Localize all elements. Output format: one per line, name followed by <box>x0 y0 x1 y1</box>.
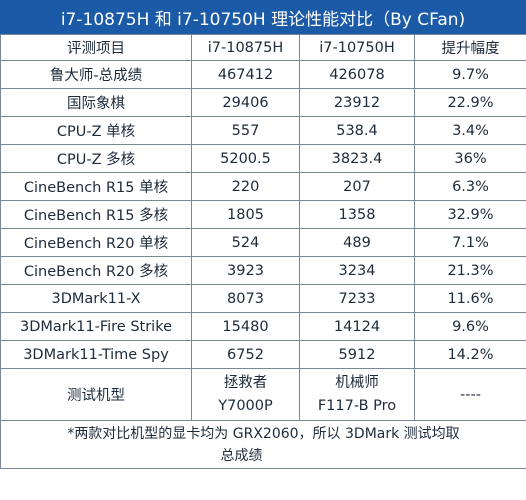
value-cell: 467412 <box>191 60 300 89</box>
value-cell: 207 <box>299 172 415 201</box>
value-cell: 29406 <box>191 88 300 117</box>
value-cell: 5912 <box>299 340 415 369</box>
column-header: i7-10750H <box>299 34 415 61</box>
gain-cell: 21.3% <box>414 256 526 285</box>
item-cell: CineBench R20 单核 <box>0 228 192 257</box>
footnote-line1: *两款对比机型的显卡均为 GRX2060，所以 3DMark 测试均取 <box>67 425 460 442</box>
header-row: 评测项目 i7-10875H i7-10750H 提升幅度 <box>0 34 526 61</box>
value-cell: 1805 <box>191 200 300 229</box>
model-cell-b: 机械师 F117-B Pro <box>299 368 415 421</box>
value-cell: 15480 <box>191 312 300 341</box>
item-cell: CineBench R15 单核 <box>0 172 192 201</box>
value-cell: 6752 <box>191 340 300 369</box>
footnote-row: *两款对比机型的显卡均为 GRX2060，所以 3DMark 测试均取总成绩 <box>0 420 526 469</box>
gain-cell: 6.3% <box>414 172 526 201</box>
table-row: CPU-Z 多核 5200.5 3823.4 36% <box>0 144 526 173</box>
table-row: CineBench R20 单核 524 489 7.1% <box>0 228 526 257</box>
item-cell: 国际象棋 <box>0 88 192 117</box>
value-cell: 23912 <box>299 88 415 117</box>
value-cell: 220 <box>191 172 300 201</box>
value-cell: 538.4 <box>299 116 415 145</box>
gain-cell: 7.1% <box>414 228 526 257</box>
value-cell: 3234 <box>299 256 415 285</box>
column-header: 提升幅度 <box>414 34 526 61</box>
table-row: CineBench R20 多核 3923 3234 21.3% <box>0 256 526 285</box>
value-cell: 5200.5 <box>191 144 300 173</box>
gain-cell: 32.9% <box>414 200 526 229</box>
footnote-line2: 总成绩 <box>220 447 263 464</box>
table-row: 国际象棋 29406 23912 22.9% <box>0 88 526 117</box>
item-cell: CPU-Z 单核 <box>0 116 192 145</box>
table-title: i7-10875H 和 i7-10750H 理论性能对比（By CFan) <box>0 0 526 34</box>
model-a-line1: 拯救者 <box>223 374 268 391</box>
table-row: CPU-Z 单核 557 538.4 3.4% <box>0 116 526 145</box>
model-b-line1: 机械师 <box>335 374 379 391</box>
value-cell: 489 <box>299 228 415 257</box>
item-cell: 鲁大师-总成绩 <box>0 60 192 89</box>
model-a-line2: Y7000P <box>218 397 273 414</box>
item-cell: 3DMark11-X <box>0 284 192 313</box>
gain-cell: ---- <box>414 368 526 421</box>
gain-cell: 9.7% <box>414 60 526 89</box>
gain-cell: 14.2% <box>414 340 526 369</box>
value-cell: 8073 <box>191 284 300 313</box>
value-cell: 3923 <box>191 256 300 285</box>
table-row: 鲁大师-总成绩 467412 426078 9.7% <box>0 60 526 89</box>
item-cell: CineBench R20 多核 <box>0 256 192 285</box>
item-cell: 3DMark11-Time Spy <box>0 340 192 369</box>
gain-cell: 3.4% <box>414 116 526 145</box>
table-row: 3DMark11-Fire Strike 15480 14124 9.6% <box>0 312 526 341</box>
value-cell: 524 <box>191 228 300 257</box>
benchmark-table: 评测项目 i7-10875H i7-10750H 提升幅度 鲁大师-总成绩 46… <box>0 34 526 469</box>
item-cell: CPU-Z 多核 <box>0 144 192 173</box>
value-cell: 7233 <box>299 284 415 313</box>
test-model-row: 测试机型 拯救者 Y7000P 机械师 F117-B Pro ---- <box>0 368 526 421</box>
value-cell: 1358 <box>299 200 415 229</box>
table-row: CineBench R15 多核 1805 1358 32.9% <box>0 200 526 229</box>
gain-cell: 22.9% <box>414 88 526 117</box>
column-header: i7-10875H <box>191 34 300 61</box>
model-cell-a: 拯救者 Y7000P <box>191 368 300 421</box>
table-row: 3DMark11-X 8073 7233 11.6% <box>0 284 526 313</box>
footnote-cell: *两款对比机型的显卡均为 GRX2060，所以 3DMark 测试均取总成绩 <box>0 420 526 469</box>
value-cell: 426078 <box>299 60 415 89</box>
model-b-line2: F117-B Pro <box>317 397 397 414</box>
gain-cell: 11.6% <box>414 284 526 313</box>
value-cell: 14124 <box>299 312 415 341</box>
column-header: 评测项目 <box>0 34 192 61</box>
gain-cell: 36% <box>414 144 526 173</box>
table-row: 3DMark11-Time Spy 6752 5912 14.2% <box>0 340 526 369</box>
gain-cell: 9.6% <box>414 312 526 341</box>
table-row: CineBench R15 单核 220 207 6.3% <box>0 172 526 201</box>
value-cell: 557 <box>191 116 300 145</box>
value-cell: 3823.4 <box>299 144 415 173</box>
item-cell: CineBench R15 多核 <box>0 200 192 229</box>
item-cell: 3DMark11-Fire Strike <box>0 312 192 341</box>
item-cell: 测试机型 <box>0 368 192 421</box>
